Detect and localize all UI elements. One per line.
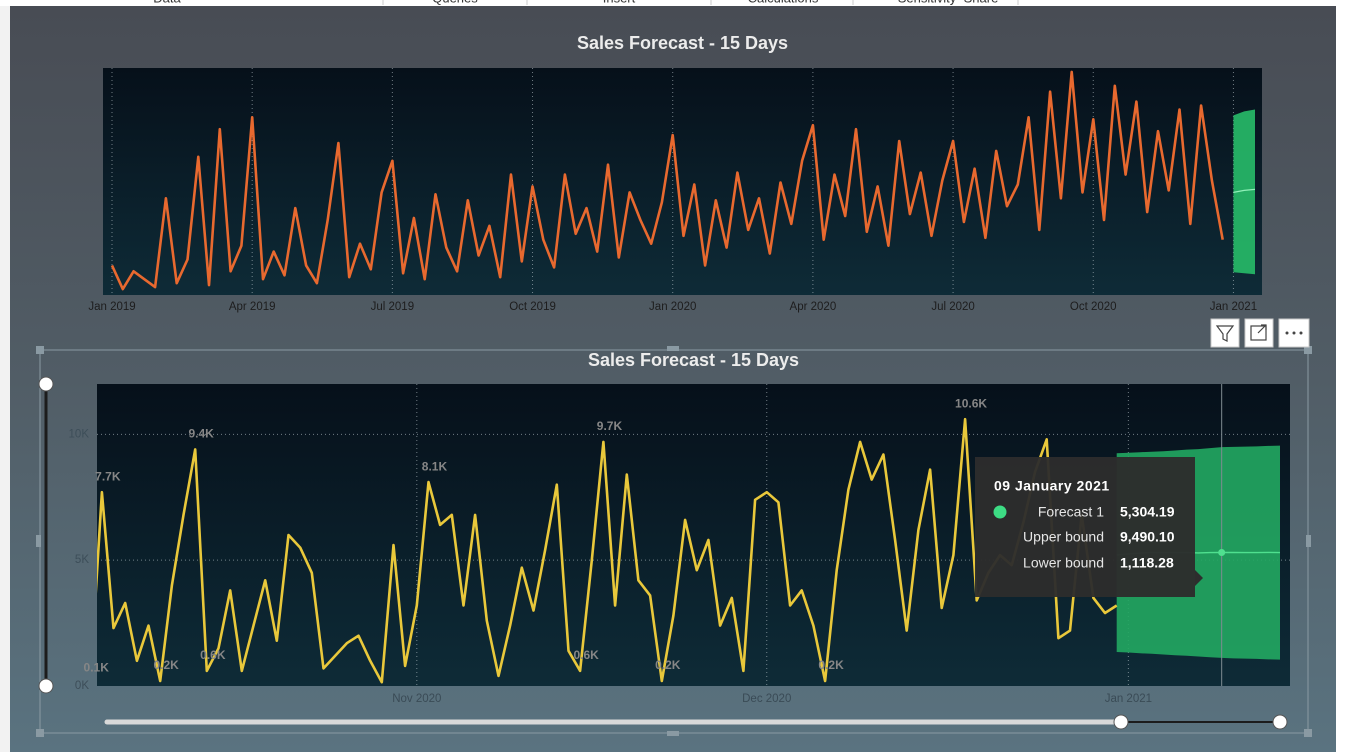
y-tick-label: 10K bbox=[69, 428, 90, 440]
data-label: 10.6K bbox=[955, 396, 987, 410]
more-options-button[interactable] bbox=[1278, 318, 1310, 348]
resize-handle[interactable] bbox=[36, 535, 41, 547]
data-label: 9.7K bbox=[597, 419, 623, 433]
ribbon-tab[interactable]: Sensitivity bbox=[898, 0, 957, 5]
tooltip-box bbox=[975, 457, 1195, 597]
data-label: 0.2K bbox=[655, 658, 681, 672]
x-zoom-handle[interactable] bbox=[1113, 714, 1129, 730]
tooltip: 09 January 2021 Forecast 1 5,304.19 Uppe… bbox=[975, 457, 1203, 597]
tooltip-value: 5,304.19 bbox=[1120, 504, 1175, 520]
ribbon-tab[interactable]: Share bbox=[964, 0, 999, 5]
y-tick-label: 0K bbox=[75, 680, 89, 692]
x-tick-label: Oct 2019 bbox=[509, 301, 556, 313]
resize-handle[interactable] bbox=[36, 729, 44, 737]
x-tick-label: Jan 2021 bbox=[1105, 693, 1152, 705]
resize-handle[interactable] bbox=[667, 731, 679, 736]
y-tick-label: 5K bbox=[75, 554, 89, 566]
tooltip-swatch bbox=[993, 505, 1007, 519]
top-visual: Jan 2019 Apr 2019 Jul 2019 Oct 2019 Jan 2020… bbox=[88, 33, 1262, 313]
data-label: 0.6K bbox=[200, 648, 226, 662]
x-tick-label: Jul 2020 bbox=[931, 301, 974, 313]
x-zoom-handle[interactable] bbox=[1272, 714, 1288, 730]
x-tick-label: Jan 2021 bbox=[1210, 301, 1257, 313]
data-label: 8.1K bbox=[422, 459, 448, 473]
canvas-margin bbox=[1336, 6, 1347, 752]
ribbon-tab[interactable]: Calculations bbox=[748, 0, 819, 5]
tooltip-value: 1,118.28 bbox=[1120, 555, 1174, 571]
ribbon-bar bbox=[0, 0, 1347, 6]
x-tick-label: Apr 2019 bbox=[229, 301, 276, 313]
y-zoom-handle[interactable] bbox=[38, 376, 54, 392]
tooltip-label: Forecast 1 bbox=[1038, 504, 1104, 520]
forecast-band bbox=[1233, 109, 1255, 275]
ribbon-tab[interactable]: Data bbox=[153, 0, 181, 5]
resize-handle[interactable] bbox=[1304, 729, 1312, 737]
chart-title: Sales Forecast - 15 Days bbox=[588, 350, 799, 370]
data-label: 7.7K bbox=[95, 469, 121, 483]
sales-line bbox=[110, 70, 1224, 291]
plot-marks bbox=[110, 70, 1256, 291]
focus-mode-button[interactable] bbox=[1244, 318, 1274, 348]
sales-line bbox=[97, 417, 1118, 684]
zoom-sliders bbox=[38, 376, 1288, 730]
x-tick-label: Jul 2019 bbox=[371, 301, 414, 313]
tooltip-title: 09 January 2021 bbox=[994, 478, 1110, 494]
data-label: 0.2K bbox=[154, 658, 180, 672]
forecast-line bbox=[1233, 188, 1256, 193]
visual-header bbox=[1210, 318, 1310, 348]
chart-title: Sales Forecast - 15 Days bbox=[577, 33, 788, 53]
data-label: 9.4K bbox=[189, 427, 215, 441]
resize-handle[interactable] bbox=[1306, 535, 1311, 547]
x-tick-label: Nov 2020 bbox=[392, 693, 441, 705]
resize-handle[interactable] bbox=[1304, 346, 1312, 354]
x-tick-label: Jan 2020 bbox=[649, 301, 696, 313]
resize-handle[interactable] bbox=[667, 346, 679, 351]
tooltip-pointer bbox=[1195, 570, 1203, 586]
ribbon-tab[interactable]: Queries bbox=[432, 0, 478, 5]
ribbon: Data Queries Insert Calculations Sensitivity… bbox=[0, 0, 1347, 6]
data-label: 0.6K bbox=[573, 648, 599, 662]
tooltip-label: Lower bound bbox=[1023, 555, 1104, 571]
x-tick-label: Apr 2020 bbox=[790, 301, 837, 313]
x-tick-label: Jan 2019 bbox=[88, 301, 135, 313]
x-tick-label: Oct 2020 bbox=[1070, 301, 1117, 313]
x-tick-label: Dec 2020 bbox=[742, 693, 791, 705]
hover-point bbox=[1218, 549, 1226, 557]
filter-button[interactable] bbox=[1210, 318, 1240, 348]
resize-handle[interactable] bbox=[36, 346, 44, 354]
tooltip-value: 9,490.10 bbox=[1120, 529, 1175, 545]
ribbon-tab[interactable]: Insert bbox=[603, 0, 636, 5]
tooltip-label: Upper bound bbox=[1023, 529, 1104, 545]
data-label: 0.1K bbox=[84, 661, 110, 675]
y-zoom-handle[interactable] bbox=[38, 678, 54, 694]
data-label: 0.2K bbox=[818, 658, 844, 672]
